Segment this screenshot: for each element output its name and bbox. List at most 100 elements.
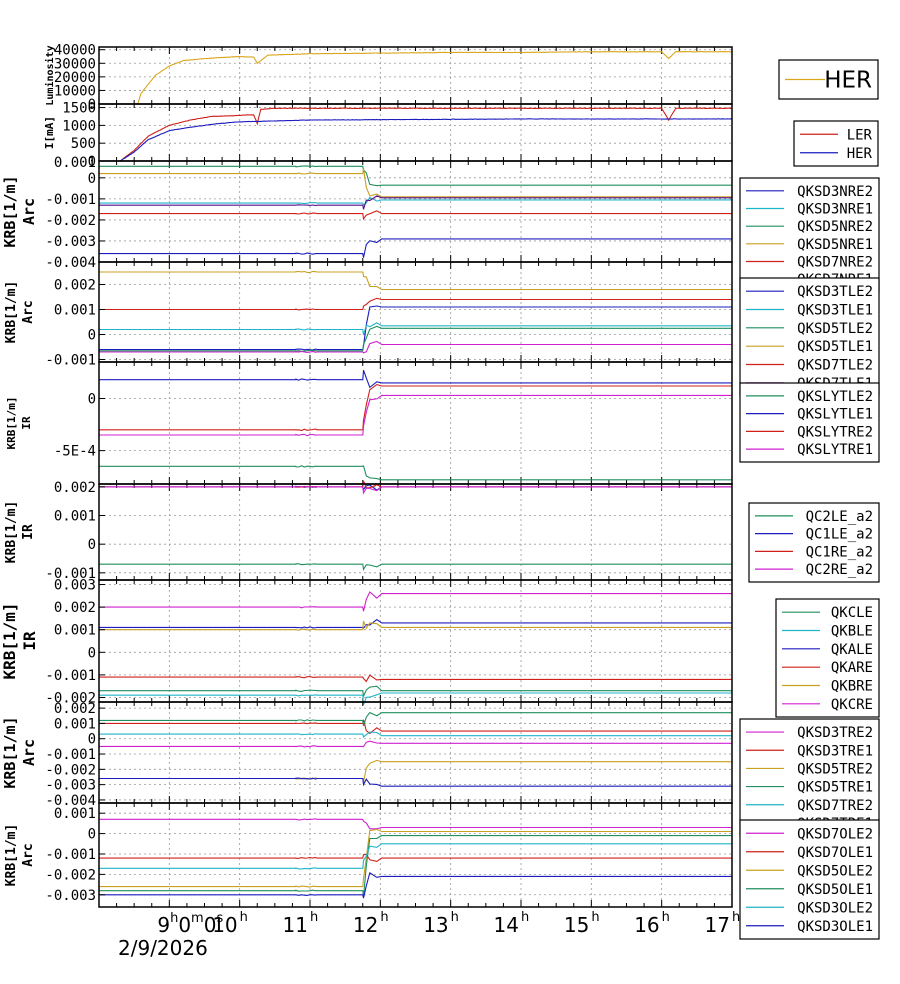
y-tick-label: 10000 <box>54 83 96 99</box>
y-tick-label: 0 <box>88 97 96 113</box>
y-axis-label: KRB[1/m] <box>1 716 19 788</box>
y-axis-label: KRB[1/m] <box>4 501 19 564</box>
y-tick-label: 0.001 <box>54 806 96 822</box>
y-tick-label: -0.001 <box>45 353 96 369</box>
y-axis-label: Arc <box>21 300 36 323</box>
y-tick-label: -0.001 <box>45 192 96 208</box>
series-line-QC2LE_a2 <box>99 563 732 572</box>
y-tick-label: -0.002 <box>45 762 96 778</box>
legend-label: QKSD5TLE2 <box>797 321 873 337</box>
legend-label: QKSD3TRE2 <box>797 725 873 741</box>
series-line-QKSD5TRE1 <box>99 711 732 727</box>
y-tick-label: -0.001 <box>45 847 96 863</box>
series-line-QKSD7TLE1 <box>99 340 732 354</box>
y-tick-label: 0.002 <box>54 480 96 496</box>
y-tick-label: 0.001 <box>54 303 96 319</box>
legend-frame <box>739 277 880 397</box>
legend-label: QKCLE <box>831 605 873 621</box>
series-line-QKCRE <box>99 591 732 612</box>
series-line-QKSD7TRE1 <box>99 777 732 787</box>
y-tick-label: -0.004 <box>45 255 96 271</box>
y-tick-label: 30000 <box>54 56 96 72</box>
x-tick-label: 11 <box>283 913 308 937</box>
legend-label: QKSLYTLE2 <box>797 389 873 405</box>
panel-frame <box>98 579 733 703</box>
y-tick-label: -0.001 <box>45 668 96 684</box>
legend-label: QKSD5NRE2 <box>797 219 873 235</box>
series-line-QKSD5TLE1 <box>99 270 732 291</box>
series-line-QKBLE <box>99 692 732 706</box>
y-axis-label: KRB[1/m] <box>4 824 19 887</box>
series-line-QKSD3TRE1 <box>99 719 732 735</box>
y-tick-label: -0.002 <box>45 213 96 229</box>
x-date-label: 2/9/2026 <box>118 936 208 960</box>
y-tick-label: 500 <box>71 136 96 152</box>
x-tick-label: 15 <box>564 913 589 937</box>
legend-label: LER <box>847 127 873 143</box>
legend-label: QKSD5OLE1 <box>797 882 873 898</box>
y-tick-label: 0 <box>88 732 96 748</box>
y-tick-label: 0 <box>88 154 96 170</box>
y-tick-label: 0 <box>88 171 96 187</box>
series-line-QKCLE <box>99 685 732 699</box>
y-tick-label: 0.001 <box>54 716 96 732</box>
legend-label: QKSD7OLE1 <box>797 845 873 861</box>
legend-label: QKSD7NRE2 <box>797 255 873 271</box>
panel-frame <box>98 483 733 581</box>
y-axis-label: Arc <box>20 739 38 766</box>
y-axis-label: Arc <box>21 843 36 866</box>
panel-frame <box>98 261 733 363</box>
legend-label: QKSD3OLE2 <box>797 900 873 916</box>
series-line-QKSD5NRE2 <box>99 165 732 187</box>
y-tick-label: 0 <box>88 537 96 553</box>
series-line-QKSD3TRE2 <box>99 740 732 748</box>
panel-8: 0.0020.0010-0.001-0.002-0.003-0.004KRB[1… <box>1 701 880 837</box>
legend: QKSD3TLE2 QKSD3TLE1 QKSD5TLE2 QKSD5TLE1 QKSD… <box>739 277 880 397</box>
y-axis-label: Arc <box>20 198 38 225</box>
x-tick-label-unit: h <box>240 910 248 925</box>
series-line-QKSD5OLE2 <box>99 828 732 888</box>
panel-7: 0.003 0.002 0.001 0 -0.001 -0.002 KRB[1/m] IR QK… <box>0 578 880 718</box>
y-axis-label: IR <box>20 631 39 651</box>
series-line-QKSD3OLE1 <box>99 872 732 899</box>
legend: HER <box>778 59 879 100</box>
series-line-QKALE <box>99 618 732 630</box>
y-tick-label: 0 <box>88 391 96 407</box>
panel-6: 0.002 0.001 0 -0.001 KRB[1/m] IR QC2LE_a2 QC1LE… <box>4 480 880 583</box>
series-line-QKSD7TRE2 <box>99 731 732 738</box>
y-tick-label: 0.003 <box>54 578 96 594</box>
legend-frame <box>775 598 880 718</box>
x-tick-label: 13 <box>423 913 448 937</box>
legend-label: QKARE <box>831 660 873 676</box>
y-axis-label: KRB[1/m] <box>4 281 19 344</box>
panel-frame <box>98 103 733 162</box>
legend-label: QKBRE <box>831 679 873 695</box>
y-tick-label: -0.003 <box>45 234 96 250</box>
legend: QKCLE QKBLE QKALE QKARE QKBRE QKCRE <box>775 598 880 718</box>
series-line-QKARE <box>99 674 732 683</box>
x-start-label: 9h0m0s <box>157 911 223 937</box>
y-tick-label: -0.003 <box>45 888 96 904</box>
panel-9: 0.001 0 -0.001 -0.002 -0.003 KRB[1/m] Arc QKSD7… <box>4 802 880 940</box>
series-line-QKSD7NRE1 <box>99 195 732 210</box>
legend-label: QKSD7TLE2 <box>797 358 873 374</box>
y-tick-label: -0.001 <box>45 566 96 582</box>
y-tick-label: 1500 <box>62 101 96 117</box>
legend-label: QKSD3TRE1 <box>797 743 873 759</box>
series-line-QKSD7OLE1 <box>99 853 732 862</box>
y-tick-label: 0 <box>88 645 96 661</box>
panel-3: 0 -0.001 -0.002 -0.003 -0.004 0.001 KRB[1/m] Ar… <box>1 155 880 293</box>
legend-label: QC2RE_a2 <box>806 562 873 578</box>
y-tick-label: 0.001 <box>54 623 96 639</box>
x-tick-label-unit: h <box>451 910 459 925</box>
legend-frame <box>739 819 880 940</box>
legend-frame <box>793 120 879 167</box>
series-line-HER <box>99 51 733 105</box>
y-tick-label: 0 <box>88 328 96 344</box>
